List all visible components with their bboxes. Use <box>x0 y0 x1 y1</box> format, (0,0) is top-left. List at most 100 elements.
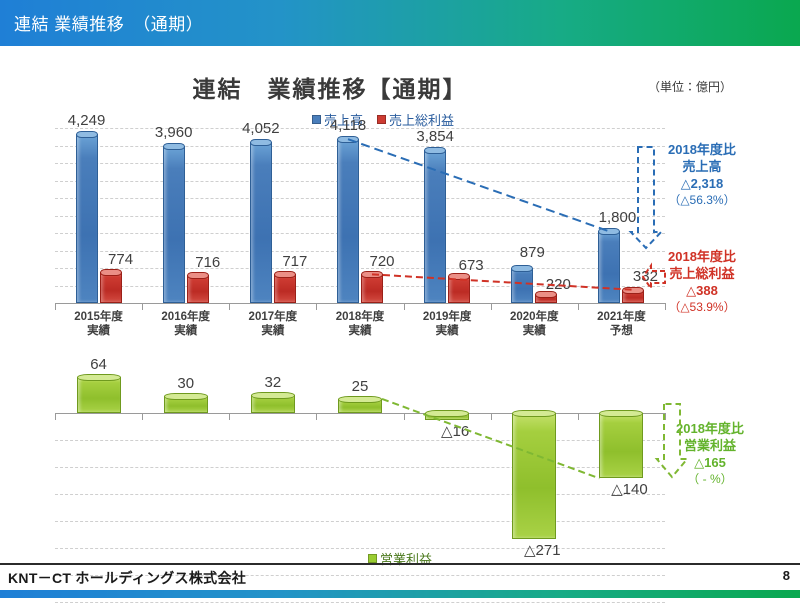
bar-sales <box>75 131 98 303</box>
axis-tick <box>55 413 56 420</box>
unit-note: （単位：億円） <box>648 80 733 94</box>
axis-tick <box>229 413 231 420</box>
bar-label-operating-profit: 32 <box>264 374 282 391</box>
bar-operating-profit <box>338 395 382 413</box>
x-axis-label: 2020年度 実績 <box>495 310 573 338</box>
axis-tick <box>665 303 666 310</box>
gridline <box>55 215 665 217</box>
bar-label-gross-profit: 720 <box>369 253 395 271</box>
x-axis-label-year: 2020年度 <box>509 311 559 323</box>
footer-company-name: KNT－CT ホールディングス株式会社 <box>8 570 247 586</box>
x-axis-label-year: 2019年度 <box>422 311 472 323</box>
axis-tick <box>490 303 492 310</box>
axis-tick <box>142 413 144 420</box>
x-axis-label-year: 2018年度 <box>335 311 385 323</box>
axis-tick <box>577 413 579 420</box>
annotation-operating-profit-vs-2018: 2018年度比 営業利益 △165 （ - %） <box>676 420 744 488</box>
axis-tick <box>665 413 666 420</box>
lower-chart-axis <box>55 413 665 414</box>
bar-gross-profit <box>448 273 471 303</box>
gridline <box>55 198 665 199</box>
bar-label-operating-profit: △16 <box>441 423 470 441</box>
legend-swatch-sales <box>312 115 321 124</box>
annotation-sales-percent: （△56.3%） <box>668 193 736 207</box>
annotation-gross-line1: 2018年度比 <box>668 249 736 264</box>
footer-accent-bar <box>0 590 800 598</box>
bar-gross-profit <box>186 271 209 303</box>
axis-tick <box>229 303 231 310</box>
x-axis-label-type: 実績 <box>348 325 372 337</box>
gridline <box>55 548 665 549</box>
bar-label-gross-profit: 220 <box>545 276 571 294</box>
annotation-operating-line2: 営業利益 <box>683 438 736 453</box>
bar-label-sales: 4,249 <box>67 112 106 129</box>
lower-chart-legend: 営業利益 <box>368 549 432 568</box>
legend-item-operating-profit: 営業利益 <box>368 549 432 568</box>
bar-label-operating-profit: 25 <box>351 377 369 395</box>
axis-tick <box>577 303 579 310</box>
x-axis-label-type: 実績 <box>87 325 111 337</box>
bar-operating-profit <box>425 409 470 421</box>
annotation-gross-profit-vs-2018: 2018年度比 売上総利益 △388 （△53.9%） <box>668 248 736 316</box>
x-axis-label-type: 実績 <box>435 325 459 337</box>
annotation-gross-percent: （△53.9%） <box>668 300 736 314</box>
bar-gross-profit <box>535 291 558 303</box>
axis-tick <box>316 413 318 420</box>
gridline <box>55 521 665 522</box>
gridline <box>55 467 665 468</box>
x-axis-label-year: 2015年度 <box>74 311 123 323</box>
x-axis-label-type: 実績 <box>261 325 285 337</box>
bar-label-sales: 4,052 <box>242 119 280 137</box>
bar-label-operating-profit: △140 <box>611 481 648 499</box>
bar-operating-profit <box>250 392 295 413</box>
bar-sales <box>424 146 447 303</box>
annotation-sales-line1: 2018年度比 <box>668 142 736 157</box>
page-title: 連結 業績推移【通期】 <box>192 76 468 102</box>
legend-label-sales: 売上高 <box>324 113 364 128</box>
legend-swatch-operating-profit <box>368 554 377 563</box>
axis-tick <box>142 303 144 310</box>
gridline <box>55 163 665 164</box>
bar-label-gross-profit: 332 <box>632 267 658 285</box>
annotation-sales-line2: 売上高 <box>682 159 722 174</box>
bar-label-sales: 3,854 <box>416 127 454 145</box>
header-underline <box>0 46 800 48</box>
axis-tick <box>490 413 492 420</box>
annotation-gross-line2: 売上総利益 <box>669 266 735 281</box>
legend-item-gross-profit: 売上総利益 <box>377 110 454 129</box>
axis-tick <box>316 303 318 310</box>
axis-tick <box>403 413 405 420</box>
bar-operating-profit <box>599 409 644 479</box>
gridline <box>55 285 665 287</box>
axis-tick <box>55 303 56 310</box>
annotation-gross-value: △388 <box>686 283 718 298</box>
annotation-operating-value: △165 <box>694 455 726 470</box>
x-axis-label-type: 実績 <box>174 325 198 337</box>
bar-label-sales: 879 <box>519 244 545 262</box>
x-axis-label: 2018年度 実績 <box>321 310 399 338</box>
bar-operating-profit <box>163 393 208 413</box>
legend-item-sales: 売上高 <box>312 110 363 129</box>
bar-label-sales: 1,800 <box>598 209 637 227</box>
annotation-operating-line1: 2018年度比 <box>676 421 744 436</box>
gridline <box>55 575 665 576</box>
gridline <box>55 494 665 495</box>
gridline <box>55 128 665 129</box>
slide-header-bar <box>0 0 800 46</box>
x-axis-label-year: 2021年度 <box>597 311 646 323</box>
bar-gross-profit <box>99 269 122 303</box>
x-axis-label: 2017年度 実績 <box>234 310 312 338</box>
gridline <box>55 440 665 441</box>
bar-gross-profit <box>361 271 383 303</box>
slide-header-title: 連結 業績推移 （通期） <box>14 15 204 34</box>
bar-label-operating-profit: 30 <box>177 375 195 393</box>
x-axis-label-year: 2016年度 <box>161 311 210 323</box>
x-axis-label: 2016年度 実績 <box>147 310 225 338</box>
x-axis-label-type: 実績 <box>522 325 546 337</box>
bar-label-gross-profit: 716 <box>195 253 221 271</box>
bar-gross-profit <box>622 286 645 303</box>
legend-label-operating-profit: 営業利益 <box>380 552 433 567</box>
bar-label-gross-profit: 673 <box>458 257 484 275</box>
gridline <box>55 233 665 234</box>
bar-operating-profit <box>512 409 557 540</box>
